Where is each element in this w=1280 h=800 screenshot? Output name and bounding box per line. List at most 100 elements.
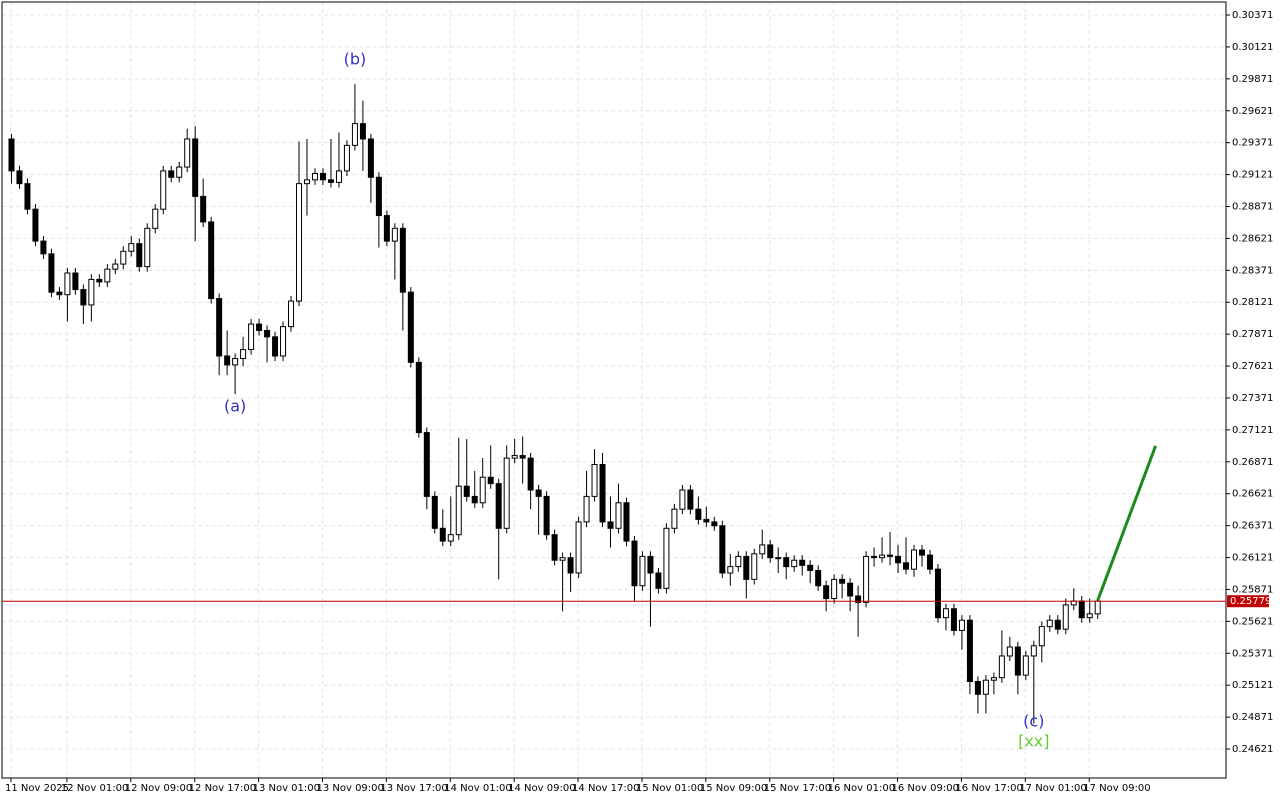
y-tick-label: 0.28871 [1232, 201, 1273, 212]
candle-body [695, 508, 702, 520]
candle-body [671, 508, 678, 529]
candle-body [591, 463, 598, 497]
candle-body [1094, 600, 1101, 615]
x-tick-label: 15 Nov 09:00 [700, 783, 767, 794]
candle-body [807, 564, 814, 571]
y-tick-label: 0.30121 [1232, 42, 1273, 53]
candle-body [184, 138, 191, 168]
candle-body [335, 170, 342, 183]
y-tick-label: 0.29121 [1232, 170, 1273, 181]
candle-body [152, 208, 159, 229]
candle-body [64, 272, 71, 296]
candle-body [799, 559, 806, 566]
candle-body [272, 336, 279, 357]
x-tick-label: 16 Nov 01:00 [828, 783, 895, 794]
candle-body [607, 521, 614, 529]
y-tick-label: 0.24621 [1232, 744, 1273, 755]
candle-body [343, 144, 350, 172]
projection-line [1096, 445, 1158, 601]
candle-body [998, 655, 1005, 679]
x-tick-label: 12 Nov 09:00 [125, 783, 192, 794]
candle-body [503, 457, 510, 529]
candle-body [264, 329, 271, 338]
candle-body [351, 123, 358, 146]
candle-body [160, 170, 167, 210]
candle-body [942, 608, 949, 619]
candle-body [647, 555, 654, 574]
candle-body [224, 355, 231, 366]
candle-body [1030, 645, 1037, 657]
x-tick-label: 14 Nov 09:00 [508, 783, 575, 794]
candle-body [72, 272, 79, 291]
candle-body [200, 195, 207, 223]
candle-body [934, 568, 941, 619]
candle-body [847, 582, 854, 597]
candle-body [759, 544, 766, 555]
candle-body [311, 172, 318, 181]
candle-body [543, 495, 550, 536]
y-tick-label: 0.26871 [1232, 457, 1273, 468]
y-tick-label: 0.30371 [1232, 10, 1273, 21]
candle-body [655, 572, 662, 589]
candle-body [487, 476, 494, 485]
candle-body [751, 553, 758, 580]
candle-body [232, 358, 239, 366]
candle-body [1054, 619, 1061, 630]
candle-body [511, 455, 518, 459]
candle-body [296, 183, 303, 302]
candle-body [216, 298, 223, 357]
candle-body [767, 544, 774, 559]
candle-body [727, 566, 734, 574]
x-tick-label: 17 Nov 01:00 [1019, 783, 1086, 794]
candle-body [567, 557, 574, 574]
y-tick-label: 0.25621 [1232, 616, 1273, 627]
candle-body [895, 555, 902, 564]
candle-body [240, 349, 247, 360]
candle-body [367, 138, 374, 178]
candle-body [1014, 646, 1021, 676]
candle-body [399, 227, 406, 293]
candle-body [128, 243, 135, 252]
candle-body [359, 123, 366, 140]
candle-body [551, 534, 558, 561]
y-tick-label: 0.27621 [1232, 361, 1273, 372]
x-tick-label: 12 Nov 01:00 [61, 783, 128, 794]
wave-label: (b) [344, 49, 367, 68]
candle-body [423, 432, 430, 497]
candle-body [863, 555, 870, 603]
wave-label: [xx] [1018, 732, 1049, 751]
candle-body [974, 680, 981, 695]
candle-body [615, 502, 622, 529]
candle-body [639, 555, 646, 587]
plot-frame [1, 1, 1227, 779]
candle-body [815, 569, 822, 587]
candle-body [80, 289, 87, 306]
y-tick-label: 0.26371 [1232, 521, 1273, 532]
candle-body [24, 183, 31, 210]
candle-body [16, 170, 23, 185]
candle-body [447, 534, 454, 542]
candle-body [631, 540, 638, 587]
candle-body [471, 495, 478, 504]
y-tick-label: 0.28621 [1232, 233, 1273, 244]
y-tick-label: 0.25871 [1232, 584, 1273, 595]
candle-body [327, 179, 334, 183]
y-tick-label: 0.27121 [1232, 425, 1273, 436]
candle-body [319, 172, 326, 181]
candle-body [735, 555, 742, 568]
y-tick-label: 0.26621 [1232, 489, 1273, 500]
candle-body [903, 562, 910, 570]
x-tick-label: 14 Nov 01:00 [444, 783, 511, 794]
x-tick-label: 16 Nov 17:00 [955, 783, 1022, 794]
candle-body [40, 240, 47, 255]
candle-body [575, 521, 582, 574]
candle-body [823, 585, 830, 600]
candle-body [391, 227, 398, 242]
candle-body [479, 476, 486, 504]
current-price-label: 0.25779 [1230, 596, 1271, 607]
candle-body [775, 557, 782, 560]
candle-body [288, 300, 295, 328]
candle-body [120, 250, 127, 265]
candle-body [104, 268, 111, 283]
candles [8, 84, 1101, 724]
